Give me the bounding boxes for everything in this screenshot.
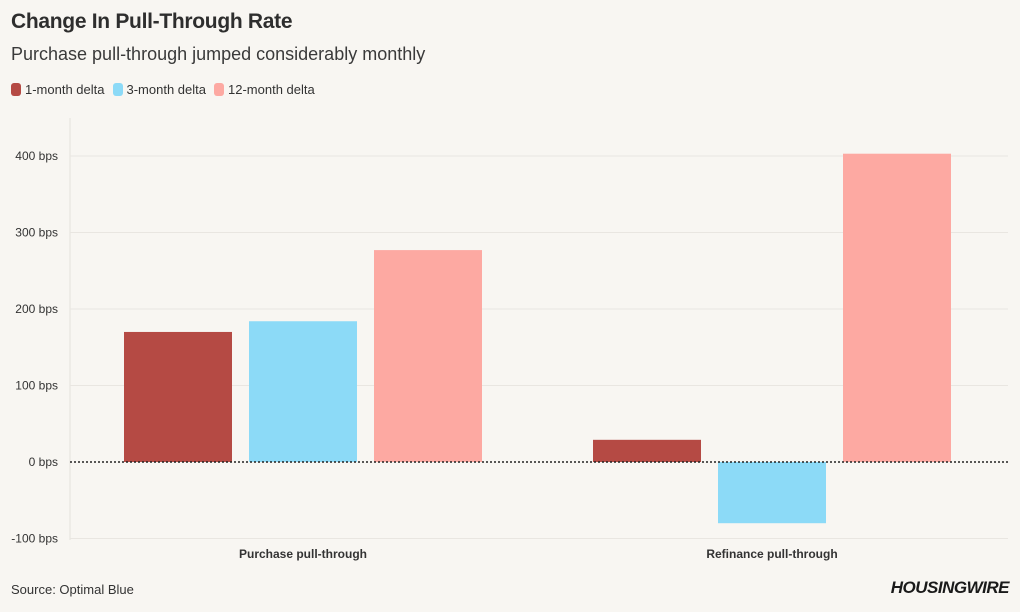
x-category-label: Purchase pull-through [239,547,367,561]
y-tick-label: 0 bps [29,455,58,469]
y-tick-label: 300 bps [15,226,58,240]
legend-label-3-month: 3-month delta [126,82,207,97]
y-tick-label: 400 bps [15,149,58,163]
y-tick-label: 200 bps [15,302,58,316]
bar-12-month-delta-0 [374,250,482,462]
legend-item-12-month[interactable]: 12-month delta [214,82,315,97]
source-note: Source: Optimal Blue [11,582,134,597]
chart-title: Change In Pull-Through Rate [11,10,293,33]
bar-1-month-delta-1 [593,439,701,462]
bar-12-month-delta-1 [843,153,951,462]
bar-1-month-delta-0 [124,331,232,462]
legend-label-1-month: 1-month delta [25,82,105,97]
legend-item-1-month[interactable]: 1-month delta [11,82,105,97]
legend-item-3-month[interactable]: 3-month delta [112,82,207,97]
legend-label-12-month: 12-month delta [228,82,315,97]
y-tick-label: -100 bps [11,532,58,546]
bar-3-month-delta-1 [718,462,826,524]
legend: 1-month delta 3-month delta 12-month del… [11,82,315,97]
legend-swatch-12-month [214,83,224,96]
x-category-label: Refinance pull-through [706,547,837,561]
brand-logo: HOUSINGWIRE [890,578,1010,597]
bar-3-month-delta-0 [249,321,357,462]
legend-swatch-1-month [11,83,21,96]
legend-swatch-3-month [112,83,123,96]
chart-subtitle: Purchase pull-through jumped considerabl… [11,44,426,64]
y-tick-label: 100 bps [15,379,58,393]
